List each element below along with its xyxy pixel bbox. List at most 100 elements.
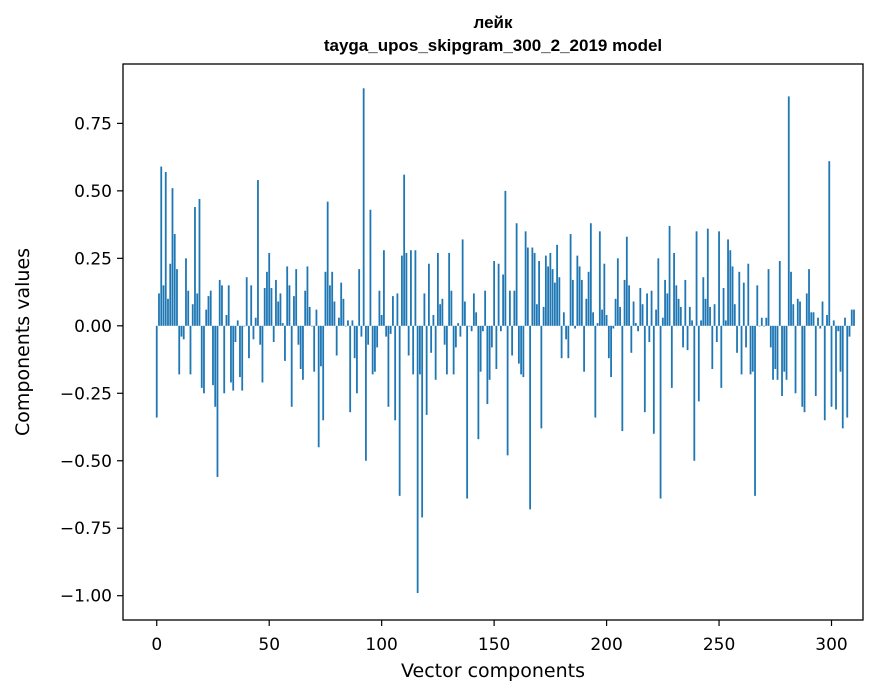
bar: [358, 269, 361, 326]
bar: [574, 325, 576, 329]
bar: [745, 325, 747, 348]
bar: [461, 239, 464, 326]
bar: [787, 96, 790, 326]
bar: [832, 320, 835, 326]
bar: [155, 325, 158, 418]
y-tick-label: 0.00: [74, 317, 112, 337]
bar: [250, 285, 253, 326]
bar: [630, 325, 633, 353]
bar: [702, 277, 705, 326]
bar: [508, 290, 511, 326]
bar: [693, 325, 696, 461]
bar: [394, 325, 397, 421]
bar: [421, 325, 424, 518]
bar: [479, 325, 482, 372]
bar: [387, 325, 390, 407]
x-axis: 0 50 100 150 200 250 300: [151, 620, 848, 655]
bar: [225, 315, 228, 326]
x-tick-label: 100: [365, 635, 397, 655]
bar: [360, 325, 363, 337]
bar: [758, 325, 761, 327]
x-axis-label: Vector components: [401, 660, 585, 682]
bar: [711, 325, 714, 369]
bar: [796, 298, 799, 326]
bar: [293, 296, 295, 326]
bar: [488, 325, 491, 380]
bar: [747, 263, 750, 326]
bar: [664, 279, 666, 326]
bar: [311, 325, 313, 327]
bar: [634, 323, 637, 326]
bar: [463, 301, 466, 326]
bar: [763, 325, 765, 327]
bar: [398, 325, 401, 496]
bar: [754, 325, 756, 496]
bar: [468, 325, 471, 327]
y-tick-label: −0.50: [60, 452, 112, 472]
bar: [472, 293, 475, 326]
y-tick-label: −1.00: [60, 587, 112, 607]
bar: [313, 325, 316, 372]
bar: [839, 325, 842, 372]
bar: [837, 325, 840, 332]
bar: [844, 317, 846, 326]
bar: [731, 266, 734, 326]
bar: [607, 325, 610, 359]
bar: [196, 293, 199, 326]
bar: [670, 325, 673, 388]
bar: [742, 282, 745, 326]
bar: [551, 269, 554, 326]
bar: [454, 325, 457, 348]
bar: [284, 325, 286, 361]
bar: [403, 174, 406, 326]
bar: [497, 263, 500, 326]
x-tick-label: 250: [703, 635, 735, 655]
bar: [558, 277, 561, 326]
bar: [288, 285, 291, 326]
bar: [248, 325, 250, 359]
bar: [427, 263, 430, 326]
bar: [266, 271, 268, 326]
bar: [715, 325, 718, 342]
bar: [675, 285, 678, 326]
bar: [720, 325, 723, 388]
bar: [506, 325, 509, 456]
bar: [412, 325, 415, 375]
bar: [531, 247, 534, 326]
bar: [709, 306, 711, 326]
bar: [245, 277, 248, 326]
bar: [774, 325, 777, 369]
bar: [304, 290, 307, 326]
bar: [517, 325, 520, 364]
bar: [502, 274, 505, 326]
bar: [589, 223, 592, 326]
bar: [268, 252, 271, 326]
bar: [259, 325, 262, 345]
bar: [218, 279, 221, 326]
bar: [578, 266, 581, 326]
bar: [499, 325, 502, 332]
bar: [794, 325, 797, 394]
bar: [180, 325, 183, 337]
bar: [646, 293, 648, 326]
bar: [781, 325, 783, 396]
bar: [198, 198, 201, 326]
bar: [605, 315, 608, 326]
bar: [526, 247, 529, 326]
bar: [371, 325, 374, 375]
bar: [191, 304, 194, 326]
x-tick-label: 200: [590, 635, 622, 655]
bar: [326, 201, 329, 326]
bar: [396, 293, 399, 326]
bar: [632, 301, 635, 326]
bar: [243, 325, 246, 327]
bar: [826, 315, 828, 326]
bar: [722, 288, 725, 326]
bar: [419, 325, 421, 375]
bar: [362, 88, 365, 326]
bar: [801, 325, 804, 407]
bar: [389, 325, 392, 334]
bar: [830, 325, 833, 407]
bar: [553, 282, 556, 326]
bar: [194, 207, 196, 326]
